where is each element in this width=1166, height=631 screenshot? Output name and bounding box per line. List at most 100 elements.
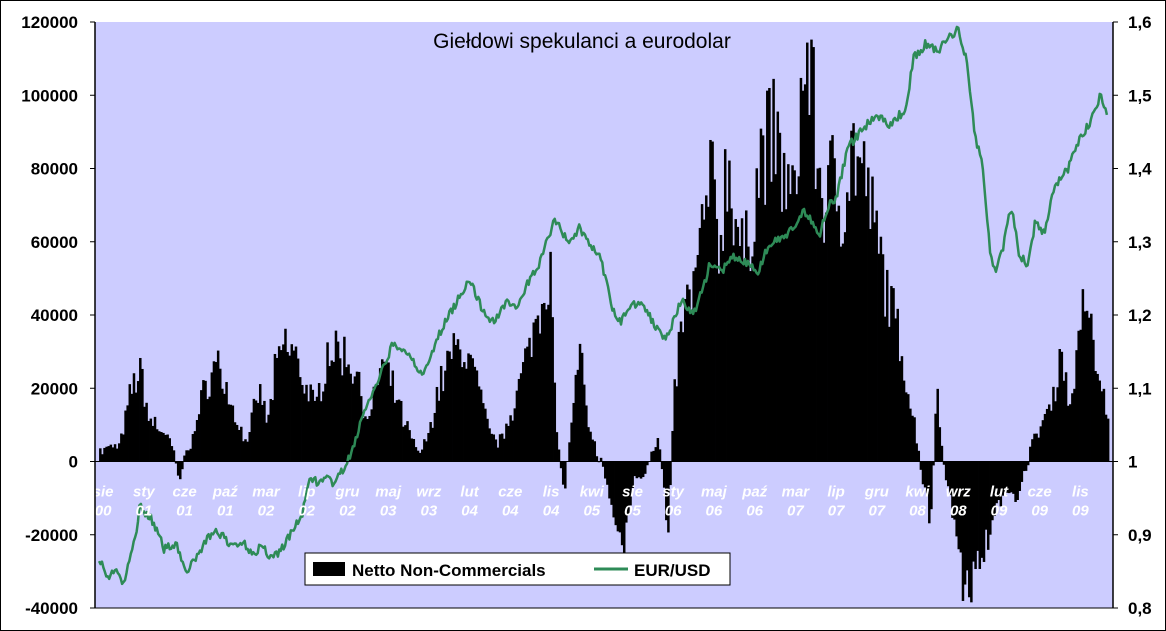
bar — [1037, 437, 1040, 462]
bar — [742, 262, 746, 462]
bar — [822, 242, 826, 462]
bar — [1071, 393, 1074, 462]
right-tick-label: 1,6 — [1128, 13, 1152, 32]
bar — [389, 385, 392, 462]
bar — [740, 218, 744, 462]
bar — [862, 141, 866, 462]
right-tick-label: 0,8 — [1128, 599, 1152, 618]
bar — [412, 438, 416, 462]
bar — [801, 90, 805, 462]
bar — [511, 420, 514, 462]
bar — [759, 128, 763, 462]
bar — [713, 179, 716, 462]
bar — [879, 236, 883, 462]
bar — [1056, 387, 1059, 462]
left-tick-label: 120000 — [21, 13, 78, 32]
bar — [999, 461, 1003, 507]
bar — [456, 339, 460, 462]
bar — [894, 318, 897, 462]
x-axis-labels: sie 00 sty 01 cze 01 paź 01 mar 02 lip 02 gru 02 maj 03… — [93, 484, 1090, 520]
bar — [164, 434, 167, 462]
bar — [1050, 410, 1053, 462]
bar — [410, 438, 413, 462]
bar — [683, 299, 687, 462]
bar — [305, 384, 308, 462]
bar — [126, 405, 129, 462]
bar — [738, 246, 742, 462]
bar — [290, 344, 294, 462]
bar — [258, 384, 262, 462]
bar — [1083, 311, 1087, 462]
bar — [397, 399, 401, 462]
bar — [841, 243, 845, 462]
bar — [1001, 461, 1005, 496]
bar — [881, 254, 885, 462]
bar — [919, 461, 923, 470]
bar — [420, 449, 424, 462]
bar — [631, 461, 634, 488]
bar — [734, 219, 737, 462]
bar — [362, 418, 365, 462]
bar — [545, 309, 548, 462]
bar — [145, 402, 148, 462]
bar — [364, 416, 367, 462]
bar — [252, 398, 256, 462]
bar — [1085, 310, 1089, 462]
bar — [639, 461, 643, 479]
bar — [816, 168, 820, 462]
bar — [128, 384, 132, 462]
bar — [612, 461, 615, 518]
bar — [1079, 329, 1083, 462]
bar — [974, 461, 977, 570]
bar — [370, 409, 373, 462]
bar — [187, 450, 190, 462]
bar — [665, 461, 668, 521]
bar — [635, 461, 639, 479]
bar — [700, 204, 704, 462]
bar — [311, 389, 315, 462]
bar — [473, 366, 477, 462]
bar — [162, 432, 165, 462]
bar — [982, 461, 986, 562]
bar — [637, 461, 641, 478]
bar — [997, 461, 1000, 501]
left-tick-label: 20000 — [31, 379, 78, 398]
bar — [1012, 461, 1015, 494]
x-tick-month: lut — [990, 484, 1009, 501]
bar — [751, 256, 754, 462]
bar — [538, 333, 542, 462]
bar — [101, 454, 104, 462]
bar — [482, 403, 485, 462]
bar — [111, 447, 115, 462]
bar — [797, 176, 801, 462]
bar — [719, 234, 723, 462]
bar — [214, 362, 218, 462]
x-tick-year: 01 — [136, 503, 153, 520]
bar — [585, 405, 588, 462]
line-series — [97, 25, 1109, 586]
bar — [1096, 373, 1099, 462]
bar — [130, 393, 134, 462]
x-tick-year: 07 — [828, 503, 845, 520]
bar — [170, 446, 174, 462]
bar — [463, 362, 466, 462]
bar — [875, 210, 878, 462]
bar — [1029, 446, 1032, 462]
bar — [951, 461, 954, 518]
x-tick-month: kwi — [580, 484, 605, 501]
bar — [572, 402, 575, 462]
bar — [1008, 461, 1011, 494]
bar — [197, 414, 201, 462]
bar — [307, 401, 310, 462]
bar — [458, 349, 462, 462]
bar — [437, 400, 441, 462]
x-tick-year: 02 — [339, 503, 356, 520]
bar — [608, 461, 611, 499]
bar — [155, 429, 159, 462]
bar — [479, 389, 483, 462]
bar — [427, 432, 430, 462]
bar — [509, 415, 512, 462]
bar — [696, 255, 700, 462]
bar — [629, 461, 632, 506]
bar — [803, 84, 807, 462]
